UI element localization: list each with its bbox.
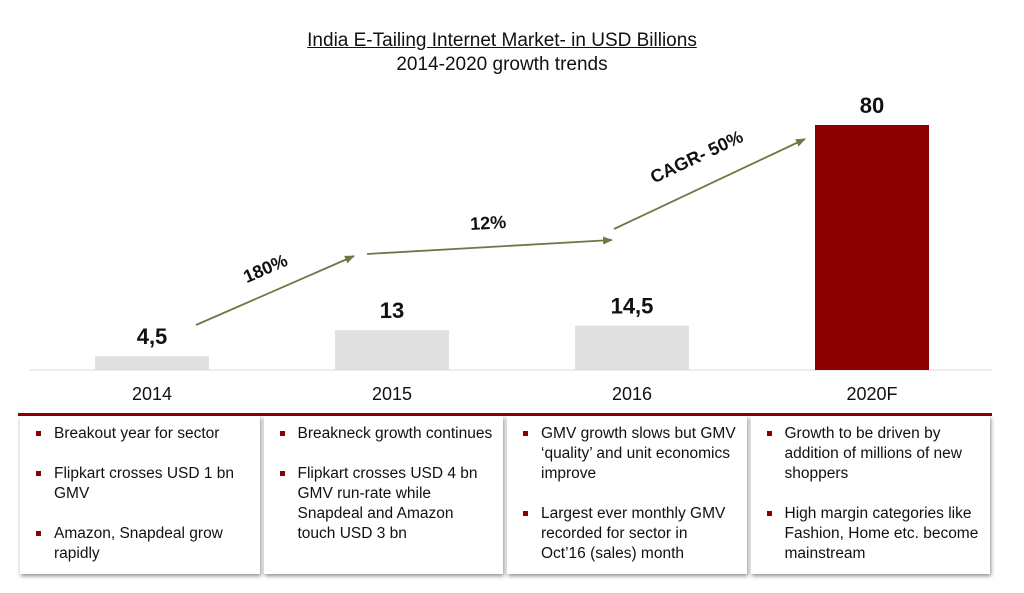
note-item: Growth to be driven by addition of milli… [765,424,981,484]
note-box-2020f: Growth to be driven by addition of milli… [750,416,990,574]
notes-panel: Breakout year for sector Flipkart crosses… [18,413,992,576]
growth-arrow [195,255,355,326]
note-item: Amazon, Snapdeal grow rapidly [34,524,250,564]
bar-value-label: 13 [380,298,404,323]
bar-value-label: 14,5 [611,294,654,319]
note-item: Breakout year for sector [34,424,250,444]
growth-label: 12% [470,212,507,234]
x-tick-label: 2020F [846,384,897,404]
bar-2020f [815,125,929,370]
chart-title: India E-Tailing Internet Market- in USD … [307,30,697,51]
note-item: High margin categories like Fashion, Hom… [765,504,981,564]
growth-label: CAGR- 50% [647,126,746,187]
note-box-2016: GMV growth slows but GMV ‘quality’ and u… [507,416,747,574]
note-box-2014: Breakout year for sector Flipkart crosses… [20,416,260,574]
growth-arrow [366,236,613,255]
note-box-2015: Breakneck growth continues Flipkart cross… [263,416,503,574]
growth-arrow [613,138,806,230]
note-item: Flipkart crosses USD 1 bn GMV [34,464,250,504]
x-tick-label: 2015 [372,384,412,404]
x-tick-label: 2016 [612,384,652,404]
bar-value-label: 4,5 [137,324,168,349]
chart-subtitle: 2014-2020 growth trends [396,54,608,75]
note-item: GMV growth slows but GMV ‘quality’ and u… [521,424,737,484]
note-item: Flipkart crosses USD 4 bn GMV run-rate w… [278,464,494,544]
bar-2015 [335,330,449,370]
note-item: Breakneck growth continues [278,424,494,444]
bar-2014 [95,356,209,370]
bar-value-label: 80 [860,93,884,118]
growth-label: 180% [240,250,290,287]
bar-2016 [575,325,689,370]
note-item: Largest ever monthly GMV recorded for se… [521,504,737,564]
bar-chart: 4,5 2014 13 2015 14,5 2016 80 2020F 180% 12% CAGR… [30,93,992,404]
x-tick-label: 2014 [132,384,172,404]
